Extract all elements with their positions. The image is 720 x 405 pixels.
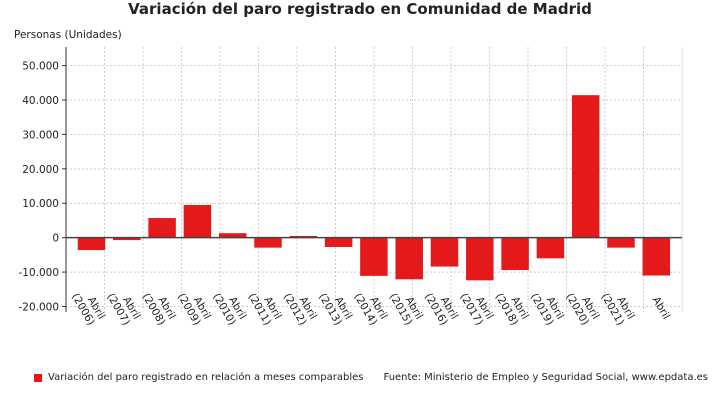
y-tick-label: -10.000 <box>18 267 59 279</box>
source-note: Fuente: Ministerio de Empleo y Seguridad… <box>383 372 708 383</box>
bar <box>360 237 388 276</box>
bar <box>571 95 600 238</box>
x-tick-label: Abril(2016) <box>422 285 460 327</box>
x-tick-label: Abril(2015) <box>387 285 425 327</box>
legend: Variación del paro registrado en relació… <box>34 372 363 383</box>
y-tick-label: 50.000 <box>22 61 59 73</box>
legend-label: Variación del paro registrado en relació… <box>48 372 364 383</box>
x-tick-label: Abril(2008) <box>140 285 178 327</box>
y-tick-label: -20.000 <box>18 301 59 313</box>
bar <box>324 237 353 247</box>
bar <box>607 237 635 248</box>
bar <box>466 237 494 281</box>
y-tick-label: 30.000 <box>22 129 59 141</box>
x-tick-label: Abril(2007) <box>104 285 142 327</box>
bar <box>183 204 212 238</box>
x-tick-label: Abril(2006) <box>69 285 107 327</box>
y-tick-label: 10.000 <box>22 198 59 210</box>
bar <box>430 237 459 267</box>
bar <box>254 237 282 248</box>
x-tick-label: Abril(2009) <box>175 285 213 327</box>
bar <box>289 235 318 238</box>
x-tick-label: Abril(2019) <box>528 285 566 327</box>
x-tick-label: Abril(2012) <box>281 285 319 327</box>
chart-title: Variación del paro registrado en Comunid… <box>128 0 592 18</box>
bar <box>148 218 176 238</box>
bar <box>77 237 106 251</box>
y-axis-label: Personas (Unidades) <box>14 29 122 41</box>
x-tick-label: Abril <box>650 295 672 322</box>
x-tick-label: Abril(2018) <box>493 285 531 327</box>
x-tick-label: Abril(2021) <box>599 285 637 327</box>
legend-swatch <box>34 373 42 382</box>
bar <box>536 237 565 259</box>
y-tick-label: 20.000 <box>22 164 59 176</box>
x-tick-label: Abril(2011) <box>246 285 284 327</box>
y-tick-label: 40.000 <box>22 95 59 107</box>
bar <box>113 237 141 241</box>
bar <box>218 233 247 238</box>
x-tick-label: Abril(2010) <box>210 285 248 327</box>
bar <box>395 237 423 280</box>
bar <box>642 237 671 276</box>
bar <box>501 237 529 271</box>
y-tick-label: 0 <box>52 233 59 245</box>
x-tick-label: Abril(2014) <box>351 285 389 327</box>
x-tick-label: Abril(2020) <box>563 285 601 327</box>
